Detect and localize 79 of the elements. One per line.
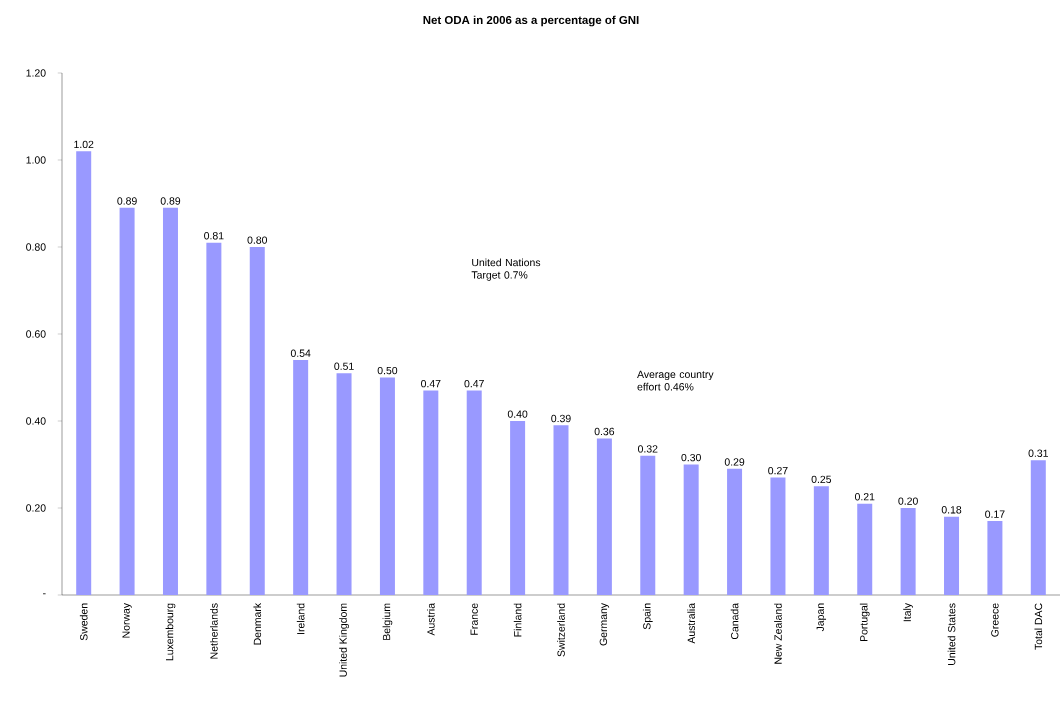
data-label: 0.39 xyxy=(551,414,571,423)
data-label: 0.50 xyxy=(377,366,398,375)
x-tick-label: Japan xyxy=(816,603,827,632)
bar xyxy=(770,477,786,595)
bar xyxy=(857,503,873,595)
x-tick-label: United Kingdom xyxy=(339,603,349,677)
bar xyxy=(510,421,526,595)
x-tick-label: Total DAC xyxy=(1034,603,1043,650)
bar xyxy=(1030,460,1046,595)
x-tick-label: Luxembourg xyxy=(165,603,176,661)
x-tick-label: Switzerland xyxy=(557,603,565,657)
bar xyxy=(162,207,178,595)
x-tick-label: Greece xyxy=(991,603,999,637)
data-label: 0.89 xyxy=(160,197,181,205)
x-tick-label: Italy xyxy=(903,602,913,622)
bar xyxy=(249,247,265,595)
bar xyxy=(640,455,656,595)
x-tick-label: France xyxy=(470,603,478,635)
x-tick-label: Finland xyxy=(513,603,522,637)
data-label: 0.20 xyxy=(898,497,918,505)
bar xyxy=(553,425,569,595)
x-tick-label: Portugal xyxy=(859,603,870,642)
bar xyxy=(206,242,222,595)
y-tick-label: 0.20 xyxy=(26,504,46,512)
bar xyxy=(987,521,1003,595)
y-tick-label: 0.60 xyxy=(26,330,46,338)
data-label: 0.36 xyxy=(594,427,615,436)
data-label: 0.80 xyxy=(247,236,268,244)
x-tick-label: Ireland xyxy=(296,603,305,634)
annotation: United Nations Target 0.7% xyxy=(471,258,541,281)
data-label: 0.27 xyxy=(768,466,788,475)
y-tick-label: 1.20 xyxy=(26,69,46,77)
x-tick-label: Denmark xyxy=(253,602,262,645)
bar xyxy=(596,438,612,595)
chart-title: Net ODA in 2006 as a percentage of GNI xyxy=(423,15,639,27)
bar xyxy=(423,390,439,595)
data-label: 0.32 xyxy=(638,445,658,453)
x-tick-label: Sweden xyxy=(79,603,88,641)
data-label: 0.40 xyxy=(507,410,528,418)
annotation: Average country effort 0.46% xyxy=(637,370,714,391)
x-tick-label: Austria xyxy=(426,602,435,636)
data-label: 0.18 xyxy=(941,506,962,514)
data-label: 0.21 xyxy=(854,493,875,501)
y-tick-label: 1.00 xyxy=(26,156,46,164)
bar xyxy=(944,516,960,595)
data-label: 0.54 xyxy=(290,349,311,357)
bar xyxy=(683,464,699,595)
bar xyxy=(76,151,92,595)
bar xyxy=(727,468,743,595)
x-tick-label: Australia xyxy=(687,602,696,644)
x-tick-label: Canada xyxy=(730,602,739,640)
x-tick-label: New Zealand xyxy=(774,603,782,664)
data-label: 0.17 xyxy=(985,510,1005,518)
data-label: 0.25 xyxy=(811,475,832,484)
y-tick-label: 0.40 xyxy=(26,417,46,425)
bar xyxy=(336,373,352,595)
data-label: 0.89 xyxy=(117,197,137,205)
bar xyxy=(466,390,482,595)
bar xyxy=(379,377,395,595)
y-tick-label: - xyxy=(43,593,46,595)
x-tick-label: Spain xyxy=(642,603,653,630)
bar xyxy=(900,508,916,595)
x-tick-label: United States xyxy=(947,603,956,665)
x-tick-label: Norway xyxy=(122,602,132,638)
data-label: 0.31 xyxy=(1028,449,1048,457)
bar xyxy=(119,207,135,595)
data-label: 0.47 xyxy=(464,379,484,388)
x-tick-label: Germany xyxy=(599,602,610,646)
bar xyxy=(813,486,829,595)
x-tick-label: Belgium xyxy=(382,603,393,640)
data-label: 0.47 xyxy=(421,379,441,388)
data-label: 0.51 xyxy=(334,362,354,370)
data-label: 0.29 xyxy=(724,458,745,466)
y-tick-label: 0.80 xyxy=(26,243,46,251)
x-tick-label: Netherlands xyxy=(210,603,218,659)
data-label: 0.81 xyxy=(204,232,224,240)
data-label: 0.30 xyxy=(681,453,701,462)
data-label: 1.02 xyxy=(74,140,94,149)
bar xyxy=(293,360,309,595)
